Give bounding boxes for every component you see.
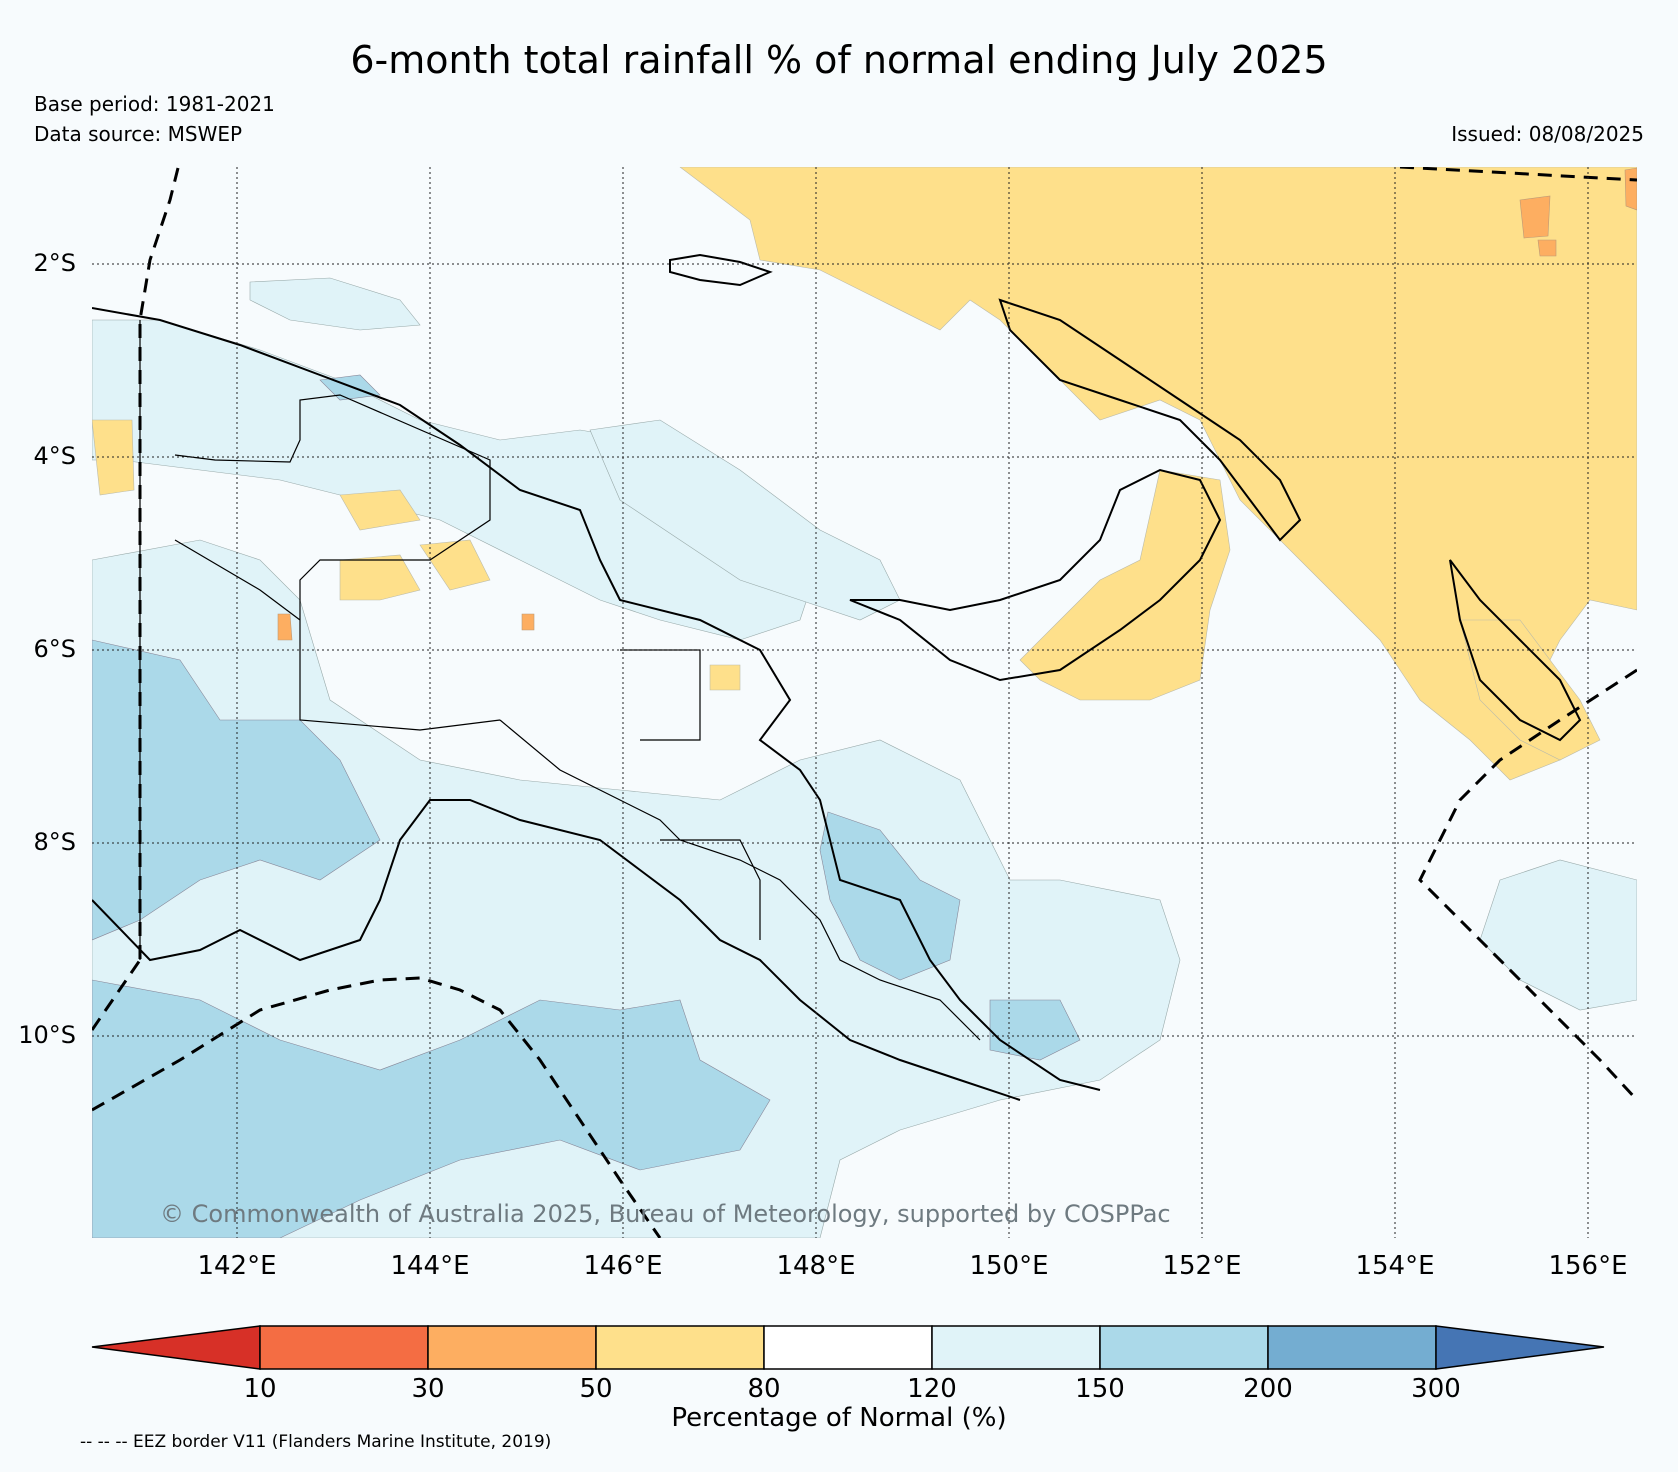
lon-label-146e: 146°E bbox=[583, 1251, 663, 1281]
colorbar-gt300 bbox=[1435, 1325, 1605, 1370]
lon-label-150e: 150°E bbox=[969, 1251, 1049, 1281]
region-150-200-milne bbox=[989, 999, 1081, 1061]
province-borders bbox=[139, 320, 981, 1041]
region-50-80-ne bbox=[679, 167, 1637, 781]
region-30-50-1 bbox=[1519, 195, 1551, 239]
lat-label-4s: 4°S bbox=[33, 442, 76, 470]
base-period: Base period: 1981-2021 bbox=[34, 92, 275, 116]
region-30-50-3 bbox=[1624, 167, 1637, 211]
colorbar-50-80 bbox=[595, 1325, 765, 1370]
region-30-50-4 bbox=[277, 613, 293, 641]
colorbar-30-50 bbox=[427, 1325, 597, 1370]
lat-label-2s: 2°S bbox=[33, 249, 76, 277]
coastline-manus bbox=[669, 253, 773, 287]
lon-label-142e: 142°E bbox=[197, 1251, 277, 1281]
region-30-50-2 bbox=[1537, 239, 1557, 257]
coastline-bougainville bbox=[1449, 559, 1582, 742]
region-50-80-patch4 bbox=[709, 664, 741, 691]
eez-footnote: -- -- -- EEZ border V11 (Flanders Marine… bbox=[80, 1432, 552, 1452]
colorbar-tick-200: 200 bbox=[1243, 1374, 1293, 1404]
lon-label-156e: 156°E bbox=[1548, 1251, 1628, 1281]
colorbar-tick-10: 10 bbox=[243, 1374, 277, 1404]
graticule bbox=[92, 167, 1637, 1238]
map-area bbox=[92, 167, 1637, 1238]
colorbar-10-30 bbox=[259, 1325, 429, 1370]
region-120-150-north bbox=[92, 319, 821, 641]
region-50-80-patch2 bbox=[419, 539, 491, 591]
coastline-new-britain bbox=[849, 468, 1222, 682]
lon-label-144e: 144°E bbox=[390, 1251, 470, 1281]
lat-label-6s: 6°S bbox=[33, 635, 76, 663]
colorbar-80-120 bbox=[763, 1325, 933, 1370]
lon-label-148e: 148°E bbox=[776, 1251, 856, 1281]
region-150-200 bbox=[92, 639, 381, 941]
coastline-new-ireland bbox=[998, 298, 1302, 542]
colorbar-150-200 bbox=[1099, 1325, 1269, 1370]
colorbar-tick-300: 300 bbox=[1411, 1374, 1461, 1404]
region-120-150-top bbox=[249, 277, 421, 331]
region-30-50-5 bbox=[521, 613, 535, 631]
region-50-80-newbritain bbox=[1019, 469, 1231, 701]
data-source: Data source: MSWEP bbox=[34, 122, 243, 146]
region-50-80-bougainville bbox=[1459, 619, 1601, 761]
coastline-new-guinea bbox=[92, 307, 1101, 1101]
colorbar-tick-120: 120 bbox=[907, 1374, 957, 1404]
region-120-150-ne bbox=[589, 419, 901, 621]
map-title: 6-month total rainfall % of normal endin… bbox=[350, 38, 1328, 82]
colorbar-tick-150: 150 bbox=[1075, 1374, 1125, 1404]
lat-label-10s: 10°S bbox=[18, 1021, 76, 1049]
colorbar-lt10 bbox=[91, 1325, 261, 1370]
colorbar-label: Percentage of Normal (%) bbox=[671, 1403, 1007, 1433]
issued-date: Issued: 08/08/2025 bbox=[1451, 122, 1644, 146]
colorbar-200-300 bbox=[1267, 1325, 1437, 1370]
region-50-80-patch3 bbox=[339, 489, 421, 531]
colorbar-120-150 bbox=[931, 1325, 1101, 1370]
copyright-text: © Commonwealth of Australia 2025, Bureau… bbox=[160, 1200, 1171, 1228]
eez-border bbox=[92, 167, 1637, 1238]
region-150-200-south bbox=[92, 979, 771, 1238]
colorbar-tick-80: 80 bbox=[747, 1374, 781, 1404]
lon-label-154e: 154°E bbox=[1355, 1251, 1435, 1281]
colorbar bbox=[91, 1325, 1605, 1370]
colorbar-tick-30: 30 bbox=[411, 1374, 445, 1404]
lat-label-8s: 8°S bbox=[33, 828, 76, 856]
region-50-80-patch1 bbox=[339, 554, 421, 601]
lon-label-152e: 152°E bbox=[1162, 1251, 1242, 1281]
colorbar-tick-50: 50 bbox=[579, 1374, 613, 1404]
